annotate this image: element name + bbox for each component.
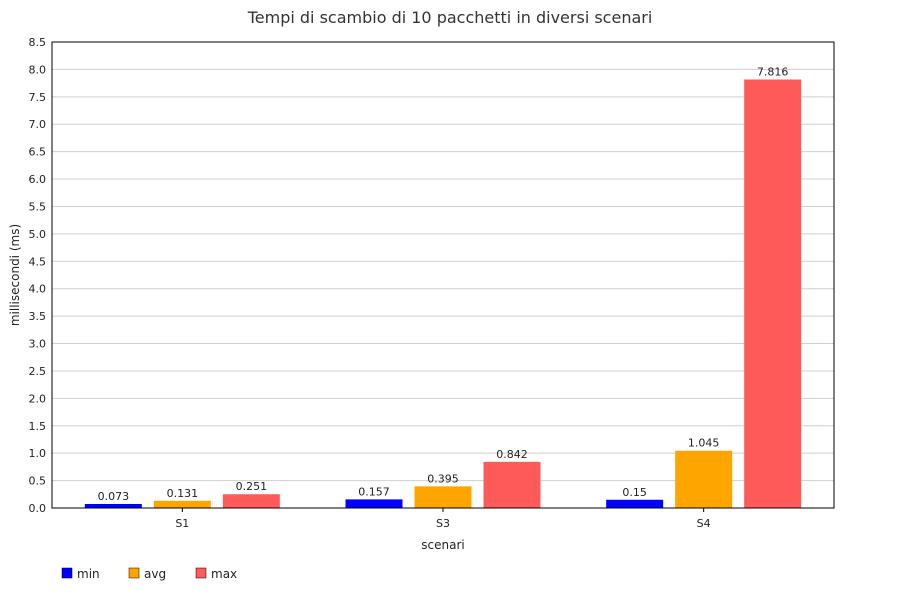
legend-swatch-max	[195, 567, 207, 579]
data-label: 0.073	[98, 490, 130, 503]
y-axis-title: millisecondi (ms)	[8, 224, 22, 326]
chart-title: Tempi di scambio di 10 pacchetti in dive…	[247, 8, 653, 27]
y-tick-labels: 0.0 0.5 1.0 1.5 2.0 2.5 3.0 3.5 4.0 4.5 5.0 5.5 6.0 6…	[29, 36, 47, 515]
y-tick-label: 5.0	[29, 228, 47, 241]
legend-label-min: min	[77, 567, 100, 581]
y-tick-label: 5.5	[29, 200, 47, 213]
y-tick-label: 0.5	[29, 475, 47, 488]
x-tick-labels: S1 S3 S4	[175, 508, 711, 530]
data-label: 0.251	[236, 480, 268, 493]
data-label: 0.131	[167, 487, 199, 500]
y-tick-label: 2.5	[29, 365, 47, 378]
legend-label-max: max	[211, 567, 237, 581]
data-label: 1.045	[688, 437, 720, 450]
data-label: 0.15	[622, 486, 647, 499]
y-tick-label: 4.5	[29, 255, 47, 268]
y-tick-label: 2.0	[29, 392, 47, 405]
y-tick-label: 1.5	[29, 420, 47, 433]
bar-avg-S1	[153, 500, 211, 508]
y-tick-label: 3.5	[29, 310, 47, 323]
y-tick-label: 7.0	[29, 118, 47, 131]
bar-avg-S3	[414, 486, 472, 508]
data-labels: 0.073 0.131 0.251 0.157 0.395 0.842 0.15 1.045 7…	[98, 65, 789, 502]
y-tick-label: 7.5	[29, 91, 47, 104]
legend-swatch-min	[61, 567, 73, 579]
data-label: 0.842	[496, 448, 528, 461]
data-label: 7.816	[757, 65, 789, 78]
data-label: 0.395	[427, 472, 459, 485]
bar-min-S4	[606, 499, 664, 508]
legend: min avg max	[61, 567, 237, 581]
bar-min-S3	[345, 499, 403, 508]
y-tick-label: 1.0	[29, 447, 47, 460]
bar-max-S1	[222, 494, 280, 508]
x-tick-label: S1	[175, 517, 189, 530]
x-tick-label: S3	[436, 517, 450, 530]
legend-swatch-avg	[128, 567, 140, 579]
bar-avg-S4	[675, 450, 733, 508]
y-tick-label: 3.0	[29, 338, 47, 351]
x-axis-title: scenari	[421, 538, 464, 552]
y-tick-label: 8.5	[29, 36, 47, 49]
bar-max-S4	[744, 79, 802, 508]
y-tick-label: 0.0	[29, 502, 47, 515]
y-tick-label: 6.0	[29, 173, 47, 186]
bars	[84, 79, 802, 508]
y-tick-label: 6.5	[29, 146, 47, 159]
bar-max-S3	[483, 461, 541, 508]
bar-min-S1	[84, 503, 142, 508]
x-tick-label: S4	[697, 517, 711, 530]
gridlines	[52, 68, 834, 482]
y-tick-label: 4.0	[29, 283, 47, 296]
data-label: 0.157	[358, 485, 390, 498]
legend-label-avg: avg	[144, 567, 166, 581]
y-tick-label: 8.0	[29, 63, 47, 76]
